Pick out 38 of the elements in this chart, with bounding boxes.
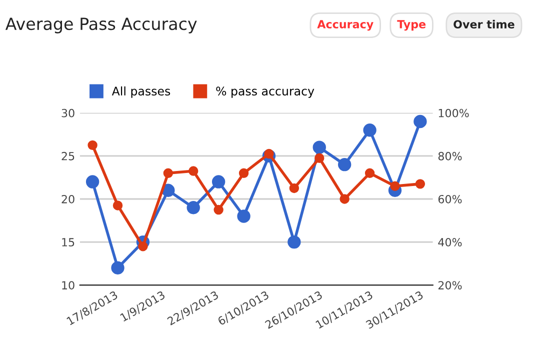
legend-label: % pass accuracy [216,86,314,98]
point [163,168,174,178]
point [314,153,324,163]
point [112,200,123,210]
point [415,179,426,189]
point [188,166,198,176]
chart-title: Average Pass Accuracy [5,18,197,34]
point [214,204,224,215]
point [364,168,375,178]
text: Accuracy [317,20,374,31]
y2-tick-label: 80% [438,152,462,160]
y2-tick-label: 20% [438,281,462,290]
point [238,168,249,178]
y-tick-label: 30 [62,108,74,118]
y2-tick-label: 40% [438,238,462,246]
point [363,124,376,137]
point [111,261,124,274]
point [88,140,98,150]
point [312,140,326,154]
text: Over time [454,20,514,28]
point [86,175,100,188]
y2-tick-label: 60% [438,194,462,204]
y-tick-label: 25 [62,152,74,160]
point [338,158,352,172]
y-tick-label: 15 [62,238,74,246]
point [340,194,350,204]
legend-label: All passes [112,86,170,98]
point [212,175,226,188]
point [237,210,250,223]
point [390,181,400,191]
point [186,201,200,214]
y-tick-label: 20 [62,194,74,204]
text: Type [397,20,426,31]
y-tick-label: 10 [62,281,74,290]
point [289,183,300,194]
point [414,114,427,128]
point [288,235,301,249]
y2-tick-label: 100% [438,108,469,118]
